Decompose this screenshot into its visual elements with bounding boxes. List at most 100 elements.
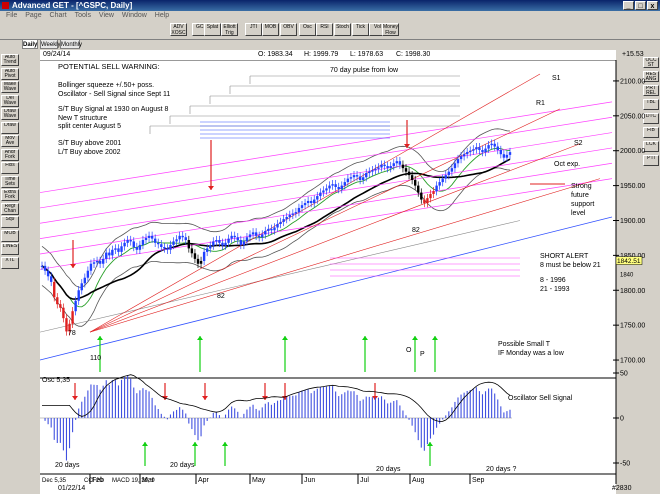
menu-help[interactable]: Help	[154, 12, 170, 19]
candle-body-119	[404, 168, 408, 172]
toolbar-button-7[interactable]: Osc	[299, 23, 316, 36]
toolbar-button-5[interactable]: MOB	[262, 23, 279, 36]
tab-daily[interactable]: Daily	[22, 39, 38, 49]
annotation-strong1: Strong	[571, 183, 592, 190]
candle-body-36	[150, 235, 154, 239]
left-tool-9[interactable]: Time Sets	[1, 175, 19, 188]
candle-body-85	[300, 205, 304, 208]
candle-body-25	[117, 248, 120, 252]
right-tool-7[interactable]: PTI	[643, 155, 659, 166]
toolbar-button-10[interactable]: Tick	[352, 23, 369, 36]
annotation-short_alert: SHORT ALERT	[540, 253, 589, 260]
right-tool-2[interactable]: PRT REL	[643, 85, 659, 96]
month-label-3: May	[252, 477, 266, 484]
menu-tools[interactable]: Tools	[74, 12, 91, 19]
candle-body-151	[502, 154, 506, 158]
toolbar-button-6[interactable]: OBV	[280, 23, 297, 36]
left-tool-4[interactable]: Draw Wave	[1, 108, 19, 120]
toolbar-button-12[interactable]: Money Flow	[382, 23, 399, 36]
candle-body-128	[432, 191, 435, 194]
menu-window[interactable]: Window	[121, 12, 147, 19]
left-tool-15[interactable]: XTL	[1, 256, 19, 269]
toolbar-button-8[interactable]: RSI	[316, 23, 333, 36]
left-tool-14[interactable]: LINES	[1, 243, 19, 255]
candle-body-70	[254, 232, 258, 236]
candle-body-37	[153, 238, 157, 243]
tab-monthly[interactable]: Monthly	[60, 39, 82, 49]
candle-body-8	[65, 318, 68, 332]
candle-body-79	[282, 219, 285, 222]
candle-body-113	[386, 166, 389, 169]
right-tool-1[interactable]: RES ANG	[643, 71, 659, 82]
price-tick-label-8: 2100.00	[620, 78, 645, 85]
right-tool-0[interactable]: OCC ST	[643, 57, 659, 68]
annotation-new_t: New T structure	[58, 115, 107, 122]
tab-weekly[interactable]: Weekly	[40, 39, 61, 49]
left-tool-8[interactable]: Fibs	[1, 162, 19, 174]
bottom-label-0: Dec 5,35	[42, 478, 67, 484]
candle-body-106	[365, 173, 368, 178]
left-tool-13[interactable]: MOB	[1, 229, 19, 242]
candle-body-30	[132, 241, 135, 248]
candle-body-60	[224, 242, 227, 246]
red-arrow-1-head	[70, 264, 76, 268]
menu-page[interactable]: Page	[25, 12, 42, 19]
left-tool-7[interactable]: Andr Fork	[1, 148, 19, 161]
right-tool-3[interactable]: TBL	[643, 99, 659, 110]
candle-body-18	[95, 260, 99, 263]
menu-file[interactable]: File	[6, 12, 18, 19]
right-tool-6[interactable]: LCK	[643, 141, 659, 152]
annotation-small_t1: Possible Small T	[498, 341, 551, 348]
candle-body-145	[484, 148, 487, 153]
candle-body-12	[77, 290, 80, 301]
candle-body-80	[285, 217, 288, 220]
candle-body-78	[279, 221, 282, 224]
candle-body-152	[505, 154, 509, 158]
candle-body-69	[251, 232, 255, 235]
toolbar-button-3[interactable]: Elliott Trig	[221, 23, 238, 36]
left-tool-3[interactable]: Del Wave	[1, 94, 19, 107]
left-tool-0[interactable]: Auto Trend	[1, 54, 19, 66]
price-tick-label-6: 2000.00	[620, 148, 645, 155]
bottom-label-2: MACD 19, 39, 9	[112, 478, 155, 484]
candle-body-81	[288, 214, 291, 217]
annotation-st_buy: S/T Buy Signal at 1930 on August 8	[58, 106, 169, 113]
left-tool-10[interactable]: Extra Fork	[1, 189, 19, 201]
magenta-channel-1	[39, 162, 613, 255]
info-open: O: 1983.34	[258, 51, 293, 58]
left-tool-11[interactable]: Regr Chan	[1, 202, 19, 215]
osc-signal-line	[42, 374, 511, 422]
candle-body-120	[407, 171, 411, 176]
maximize-button[interactable]: □	[635, 1, 646, 10]
left-tool-6[interactable]: Mov Ave	[1, 135, 19, 147]
minimize-button[interactable]: _	[623, 1, 634, 10]
candle-body-68	[248, 234, 252, 238]
candle-body-114	[389, 166, 392, 169]
candle-body-17	[92, 262, 96, 264]
candle-body-142	[475, 147, 478, 150]
right-tool-5[interactable]: FIB	[643, 127, 659, 138]
candle-body-0	[40, 265, 44, 267]
candle-body-97	[337, 186, 340, 190]
candle-body-125	[423, 199, 426, 204]
left-tool-1[interactable]: Auto Pivot	[1, 67, 19, 80]
close-button[interactable]: x	[647, 1, 658, 10]
toolbar-button-2[interactable]: Splat	[204, 23, 221, 36]
right-tool-4[interactable]: DTC	[643, 113, 659, 124]
candle-body-55	[209, 245, 212, 249]
price-tick-label-5: 1950.00	[620, 183, 645, 190]
annotation-r1: R1	[536, 100, 545, 107]
red-fan-2	[89, 143, 581, 333]
left-tool-2[interactable]: Make Wave	[1, 81, 19, 93]
toolbar-button-4[interactable]: JTI	[245, 23, 262, 36]
menu-view[interactable]: View	[98, 12, 114, 19]
left-tool-12[interactable]: Sq9	[1, 216, 19, 228]
candle-body-62	[230, 235, 233, 239]
candle-body-138	[462, 154, 466, 157]
info-change: +15.53	[622, 51, 644, 58]
left-tool-5[interactable]: Draw	[1, 121, 19, 134]
toolbar-button-9[interactable]: Stoch	[334, 23, 351, 36]
menu-chart[interactable]: Chart	[49, 12, 67, 19]
toolbar-button-0[interactable]: ADV XOSC	[170, 23, 187, 36]
